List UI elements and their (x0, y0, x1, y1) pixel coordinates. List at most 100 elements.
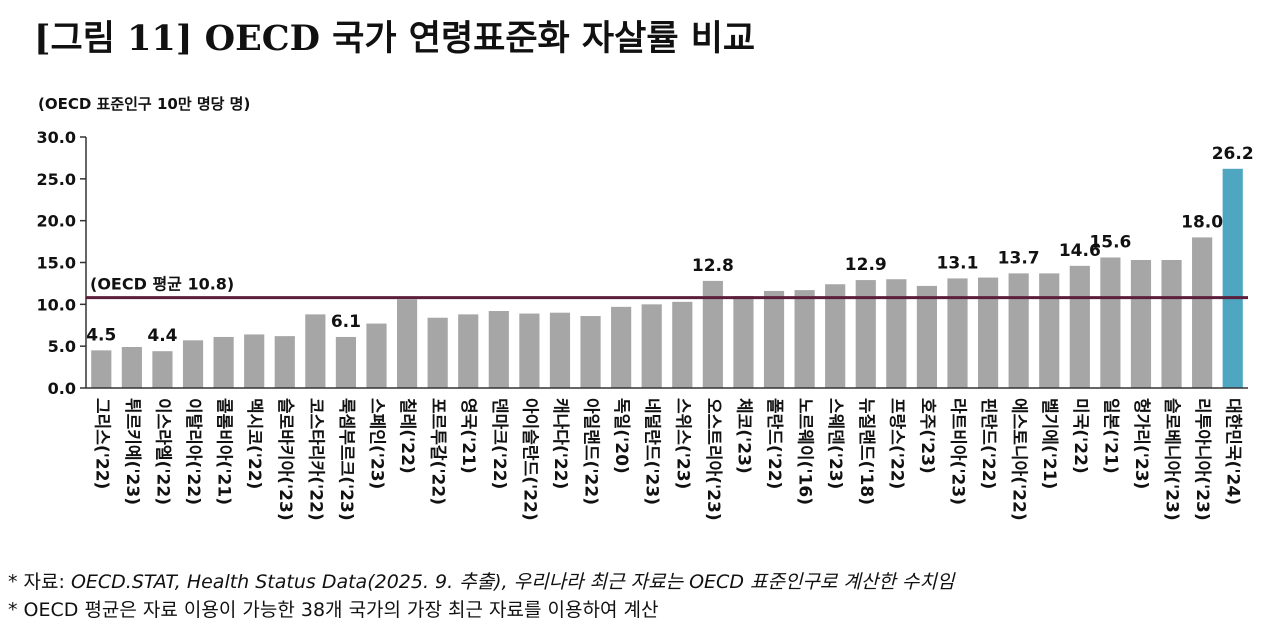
x-category-label: 독일('20) (611, 398, 631, 474)
x-category-label: 스페인('23) (367, 398, 387, 489)
bar (886, 279, 907, 388)
x-category-label: 일본('21) (1100, 398, 1120, 474)
bar-value-label: 4.5 (86, 325, 116, 345)
bar (1100, 257, 1121, 388)
x-category-label: 폴란드('22) (764, 398, 784, 489)
bar (488, 311, 509, 388)
y-tick-label: 25.0 (37, 170, 76, 189)
bar (121, 347, 142, 388)
bar (672, 301, 693, 388)
bar (335, 336, 357, 388)
average-note: * OECD 평균은 자료 이용이 가능한 38개 국가의 가장 최근 자료를 … (8, 596, 954, 624)
x-category-label: 벨기에('21) (1039, 398, 1059, 489)
x-category-label: 멕시코('22) (244, 398, 264, 489)
average-note-text: OECD 평균은 자료 이용이 가능한 38개 국가의 가장 최근 자료를 이용… (23, 599, 659, 621)
source-text: OECD.STAT, Health Status Data(2025. 9. 추… (70, 571, 955, 593)
average-line-label: (OECD 평균 10.8) (90, 275, 234, 294)
bar-value-label: 6.1 (331, 312, 361, 332)
bar (855, 280, 876, 388)
bar (1130, 259, 1152, 388)
x-category-label: 영국('21) (458, 398, 478, 474)
bar (427, 317, 448, 388)
y-tick-label: 10.0 (37, 295, 76, 314)
x-category-label: 콜롬비아('21) (214, 398, 234, 505)
bar (182, 340, 204, 388)
bar (1161, 259, 1182, 388)
y-tick-label: 30.0 (37, 128, 76, 147)
bar (1192, 237, 1213, 388)
bar (152, 351, 173, 388)
y-tick-label: 15.0 (37, 254, 76, 273)
bar-value-label: 14.6 (1059, 241, 1101, 261)
x-category-label: 뉴질랜드('18) (856, 398, 877, 505)
bar (1222, 168, 1243, 388)
bar (91, 350, 112, 388)
bar (549, 312, 571, 388)
x-category-label: 리투아니아('23) (1192, 398, 1212, 521)
x-category-label: 그리스('22) (91, 398, 111, 489)
bar (458, 314, 479, 388)
bar-value-label: 26.2 (1212, 144, 1254, 164)
footnotes: * 자료: OECD.STAT, Health Status Data(2025… (8, 568, 954, 624)
x-category-label: 아일랜드('22) (581, 398, 601, 505)
bar (641, 304, 662, 388)
note-bullet: * (8, 571, 18, 593)
x-category-label: 이탈리아('22) (183, 398, 204, 505)
x-category-label: 덴마크('22) (489, 398, 509, 489)
x-category-label: 헝가리('23) (1131, 398, 1152, 489)
bar-chart: 0.0 5.0 10.0 15.0 20.0 25.0 30.0 그리스('22) 튀르키예('… (37, 128, 1254, 521)
chart-title: [그림 11] OECD 국가 연령표준화 자살률 비교 (34, 18, 756, 59)
bar (702, 280, 723, 388)
bar (580, 316, 601, 388)
bar (1039, 273, 1060, 388)
x-category-label: 룩셈부르크('23) (336, 398, 356, 521)
x-category-label: 네덜란드('23) (642, 398, 662, 505)
x-category-label: 프랑스('22) (886, 398, 906, 489)
x-category-label: 에스토니아('22) (1009, 398, 1029, 521)
bar-value-label: 13.7 (998, 248, 1040, 268)
bar (396, 299, 418, 388)
bar (794, 290, 815, 388)
x-category-label: 캐나다('22) (550, 398, 570, 489)
bar (763, 290, 785, 388)
x-category-label: 노르웨이('16) (795, 398, 815, 505)
bar (274, 336, 295, 388)
x-category-label: 체코('23) (733, 398, 753, 474)
x-category-label: 튀르키예('23) (122, 398, 142, 505)
x-category-label: 대한민국('24) (1223, 398, 1243, 505)
bar (916, 285, 938, 388)
x-category-label: 슬로바키아('23) (275, 398, 295, 521)
bar (213, 336, 234, 388)
x-category-label: 스위스('23) (672, 398, 692, 489)
x-category-label: 호주('23) (917, 398, 937, 474)
x-category-label: 스웨덴('23) (825, 398, 845, 489)
bar-value-label: 18.0 (1181, 212, 1223, 232)
y-tick-label: 20.0 (37, 212, 76, 231)
bar-value-label: 15.6 (1089, 232, 1131, 252)
bar-value-label: 4.4 (147, 326, 177, 346)
x-category-label: 포르투갈('22) (428, 398, 448, 505)
bar (1008, 273, 1029, 388)
x-category-label: 이스라엘('22) (152, 398, 172, 505)
source-prefix: 자료: (23, 571, 71, 593)
bar (305, 314, 326, 388)
y-tick-label: 5.0 (48, 337, 76, 356)
bar (366, 323, 387, 388)
y-tick-label: 0.0 (48, 379, 76, 398)
x-category-label: 오스트리아('23) (703, 398, 723, 521)
x-category-label: 미국('22) (1070, 398, 1090, 474)
x-category-label: 코스타리카('22) (305, 398, 325, 521)
bar (825, 284, 846, 388)
x-category-label: 아이슬란드('22) (519, 398, 539, 521)
bar (947, 278, 968, 388)
y-axis-unit-label: (OECD 표준인구 10만 명당 명) (38, 95, 251, 113)
source-note: * 자료: OECD.STAT, Health Status Data(2025… (8, 568, 954, 596)
bar-value-label: 13.1 (937, 253, 979, 273)
bar (733, 295, 754, 388)
x-category-label: 슬로베니아('23) (1162, 398, 1182, 521)
bar (519, 313, 540, 388)
x-category-label: 칠레('22) (397, 398, 418, 474)
note-bullet: * (8, 599, 18, 621)
bar (1069, 265, 1090, 388)
bar-value-label: 12.8 (692, 256, 734, 276)
